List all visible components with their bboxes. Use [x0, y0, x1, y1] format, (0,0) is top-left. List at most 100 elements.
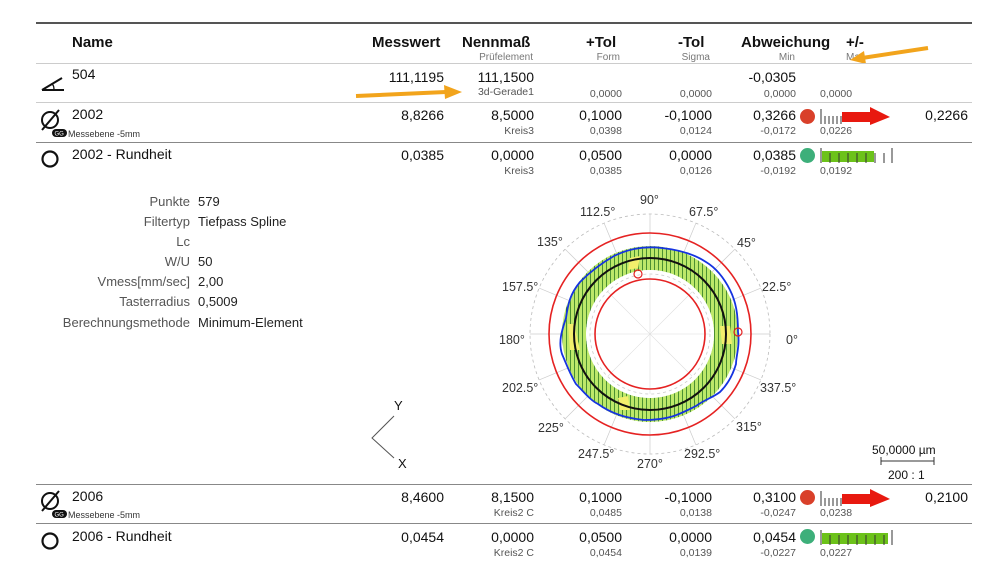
angle-label: 270°	[637, 457, 663, 471]
detail-value: 0,5009	[198, 294, 238, 309]
top-rule	[36, 22, 972, 24]
measured-profile	[559, 246, 740, 421]
row-2002-nennmass: 8,5000	[491, 107, 534, 123]
status-dot-green	[800, 148, 815, 163]
row-504-nennmass: 111,1500	[477, 69, 534, 85]
detail-value: Tiefpass Spline	[198, 214, 287, 229]
detail-value: 579	[198, 194, 220, 209]
detail-label: Filtertyp	[143, 214, 190, 229]
row-2006-rundheit-form: 0,0454	[589, 547, 622, 559]
row-504-pruefelement: 3d-Gerade1	[477, 86, 534, 98]
angle-label: 135°	[537, 235, 563, 249]
tolerance-circle-inner	[594, 278, 706, 390]
angle-label: 247.5°	[578, 447, 615, 461]
row-2002-abweichung: 0,3266	[753, 107, 796, 123]
row-2006-min: -0,0247	[760, 507, 796, 519]
scale-value: 50,0000 µm	[872, 443, 936, 457]
min-point-marker	[633, 269, 643, 279]
tolerance-circle-outer	[548, 232, 752, 436]
angle-label: 180°	[499, 333, 525, 347]
annotation-arrow-max	[850, 46, 929, 64]
col-header-plus-minus: +/-	[846, 34, 864, 51]
angle-label: 202.5°	[502, 381, 539, 395]
row-2002-rundheit-pruefelement: Kreis3	[504, 165, 534, 177]
row-rule	[36, 484, 972, 485]
row-504-sigma: 0,0000	[679, 88, 712, 100]
scale-bar	[880, 457, 935, 465]
row-2006-rundheit-pruefelement: Kreis2 C	[493, 547, 534, 559]
detail-label: W/U	[164, 254, 190, 269]
row-2006-rundheit-abweichung: 0,0454	[753, 529, 796, 545]
angle-label: 112.5°	[580, 205, 616, 219]
status-dot-red	[800, 490, 815, 505]
row-2006-rundheit-sigma: 0,0139	[679, 547, 712, 559]
row-2002-rundheit-min: -0,0192	[760, 165, 796, 177]
row-2006-form: 0,0485	[589, 507, 622, 519]
status-dot-green	[800, 529, 815, 544]
svg-text:GG: GG	[55, 132, 65, 138]
row-2002-rundheit-abweichung: 0,0385	[753, 147, 796, 163]
row-2006-max: 0,0238	[820, 507, 853, 519]
row-2006-nennmass: 8,1500	[491, 489, 534, 505]
col-header-form: Form	[596, 52, 620, 63]
detail-label: Berechnungsmethode	[62, 315, 190, 330]
diameter-icon: GG	[41, 109, 67, 138]
circularity-icon	[41, 150, 59, 168]
diameter-icon: GG	[41, 490, 67, 519]
col-header-sigma: Sigma	[681, 52, 710, 63]
row-2006-rundheit-messwert: 0,0454	[401, 529, 444, 545]
row-504-form: 0,0000	[589, 88, 622, 100]
angle-label: 157.5°	[502, 280, 539, 294]
row-2006-rundheit-minus-tol: 0,0000	[669, 529, 712, 545]
detail-label: Lc	[176, 234, 190, 249]
annotation-arrow-pruefelement	[355, 85, 462, 99]
row-2006-rundheit-min: -0,0227	[760, 547, 796, 559]
col-header-name: Name	[72, 34, 113, 51]
col-header-messwert: Messwert	[372, 34, 441, 51]
circularity-icon	[41, 532, 59, 550]
detail-label: Vmess[mm/sec]	[97, 274, 190, 289]
angle-label: 90°	[640, 193, 659, 207]
row-rule	[36, 102, 972, 103]
col-header-plus-tol: +Tol	[586, 34, 617, 51]
row-2002-name: 2002	[72, 106, 104, 122]
row-2002-messwert: 8,8266	[401, 107, 444, 123]
header-rule	[36, 63, 972, 64]
row-504-max: 0,0000	[820, 88, 853, 100]
row-2006-pruefelement: Kreis2 C	[493, 507, 534, 519]
detail-label: Punkte	[149, 194, 190, 209]
row-2006-messwert: 8,4600	[401, 489, 444, 505]
row-2002-sigma: 0,0124	[679, 125, 712, 137]
row-2006-sigma: 0,0138	[679, 507, 712, 519]
row-rule	[36, 142, 972, 143]
row-2002-minus-tol: -0,1000	[664, 107, 712, 123]
row-2002-min: -0,0172	[760, 125, 796, 137]
col-header-minus-tol: -Tol	[678, 34, 705, 51]
col-header-pruefelement: Prüfelement	[479, 52, 533, 63]
row-504-abweichung: -0,0305	[748, 69, 796, 85]
status-dot-red	[800, 109, 815, 124]
angle-label: 315°	[736, 420, 762, 434]
row-2002-form: 0,0398	[589, 125, 622, 137]
row-2002-rundheit-name: 2002 - Rundheit	[72, 146, 172, 162]
row-2002-rundheit-minus-tol: 0,0000	[669, 147, 712, 163]
angle-label: 292.5°	[684, 447, 721, 461]
row-2006-rundheit-max: 0,0227	[820, 547, 853, 559]
deviation-bar-over	[820, 489, 890, 507]
row-2002-rundheit-nennmass: 0,0000	[491, 147, 534, 163]
deviation-bar-over	[820, 107, 890, 125]
angle-label: 0°	[786, 333, 798, 347]
angle-label: 337.5°	[760, 381, 797, 395]
row-2006-abweichung: 0,3100	[753, 489, 796, 505]
svg-text:GG: GG	[55, 513, 65, 519]
axis-label-x: X	[398, 456, 407, 471]
deviation-bar-ok	[820, 148, 893, 163]
row-2002-plus-tol: 0,1000	[579, 107, 622, 123]
row-504-name: 504	[72, 66, 96, 82]
reference-circle	[573, 257, 727, 411]
row-2006-rundheit-plus-tol: 0,0500	[579, 529, 622, 545]
max-point-marker	[733, 327, 743, 337]
row-2002-rundheit-max: 0,0192	[820, 165, 853, 177]
row-2002-rundheit-form: 0,0385	[589, 165, 622, 177]
angle-label: 67.5°	[689, 205, 719, 219]
